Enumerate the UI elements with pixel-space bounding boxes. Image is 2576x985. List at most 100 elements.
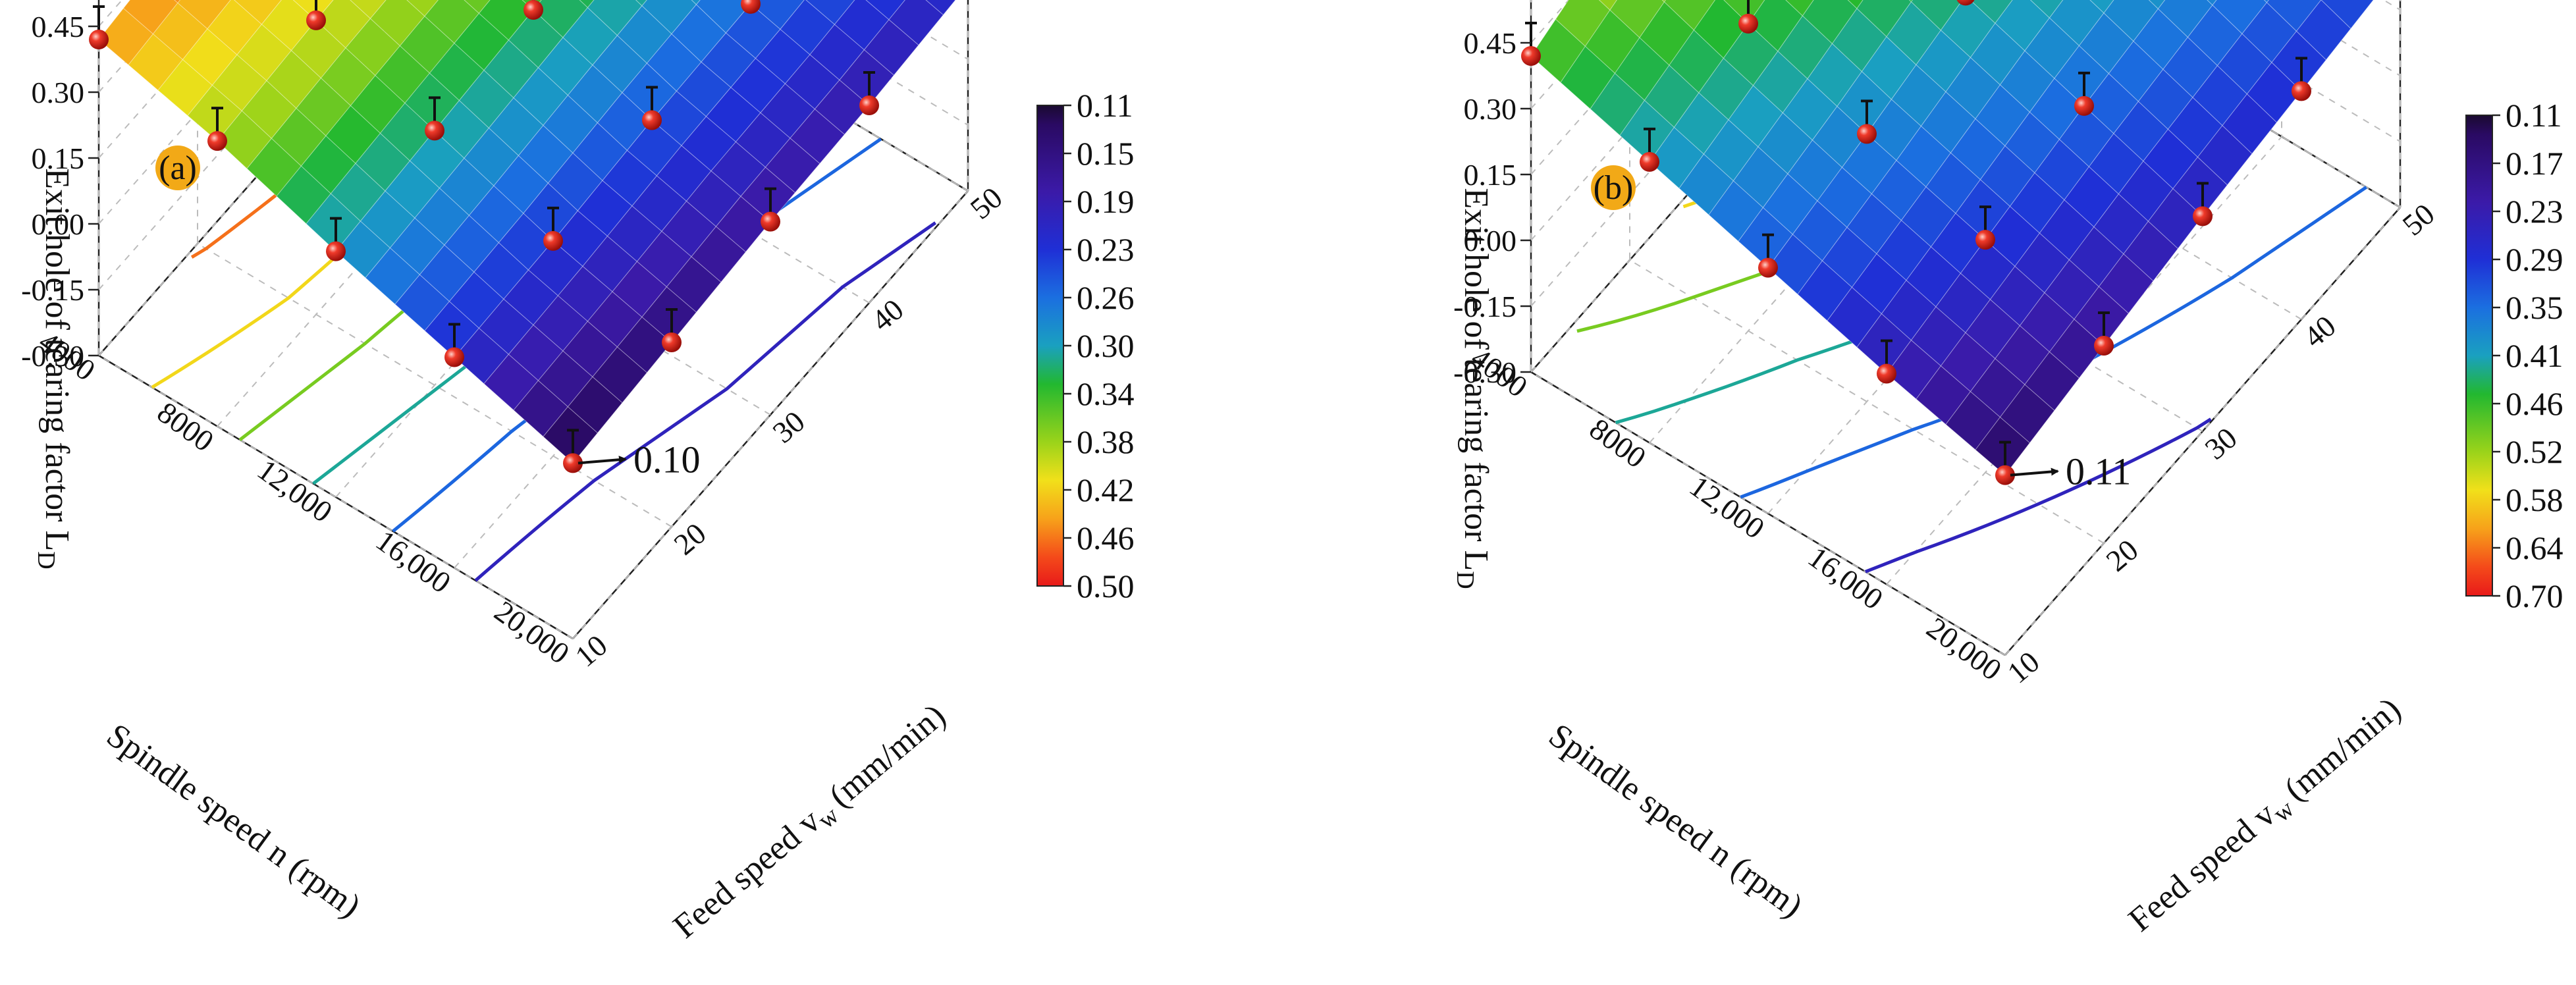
x-tick-label: 8000 (151, 395, 220, 458)
z-ticks-b: 0.750.600.450.300.150.00-0.15-0.30 (1453, 26, 1531, 389)
surface-cell (888, 0, 944, 46)
panel-a: 0.750.600.450.300.150.00-0.15-0.30 40008… (21, 0, 1135, 949)
data-point (741, 0, 761, 14)
colorbar-tick-label: 0.46 (1077, 519, 1135, 556)
z-tick-label: -0.15 (1453, 290, 1516, 323)
floor-contour (1864, 417, 2212, 573)
z-tick-label: 0.30 (1464, 92, 1517, 126)
surface-cell (1847, 0, 1864, 9)
x-gridline (98, 0, 414, 356)
badge-circle-a (155, 146, 200, 190)
x-gridline (1530, 0, 1860, 373)
x-axis-label-a: Spindle speed n (rpm) (100, 716, 367, 925)
surface-cell (424, 0, 480, 44)
data-point (326, 241, 346, 261)
annotations-a: 0.500.10 (577, 438, 701, 481)
data-point (563, 453, 583, 473)
z-tick-label: 0.45 (32, 10, 85, 43)
annotation-label: 0.11 (2066, 450, 2131, 493)
colorbar-tick-label: 0.15 (1077, 135, 1135, 172)
surface-cell (1598, 0, 1617, 11)
z-tick-label: 0.15 (1464, 158, 1517, 192)
surface-cell (2321, 0, 2374, 30)
panel-badge-a: (a) (159, 149, 197, 187)
surface-cell (691, 0, 701, 5)
surface-cell (2089, 0, 2114, 14)
annotation-arrow (2010, 467, 2059, 477)
data-point (1738, 13, 1758, 34)
colorbar-tick-label: 0.11 (1077, 87, 1133, 124)
points-a (89, 0, 879, 473)
data-point (2292, 81, 2311, 101)
surface-cell (1748, 0, 1804, 52)
z-axis-label-a: Exit hole of tearing factor LD (32, 168, 76, 569)
badge-circle-b (1591, 165, 1636, 210)
colorbar-tick-label: 0.38 (1077, 423, 1135, 460)
colorbar-tick-label: 0.70 (2506, 577, 2563, 614)
data-point (543, 230, 563, 251)
y-axis-label-a: Feed speed vw(mm/min) (666, 697, 955, 949)
annotation-arrow (577, 456, 627, 465)
y-tick-label: 50 (2396, 197, 2441, 242)
data-point (2074, 95, 2094, 116)
data-point (207, 131, 227, 151)
surface-cell (464, 0, 491, 14)
z-tick-label: 0.00 (32, 207, 85, 241)
colorbar-tick-label: 0.64 (2506, 529, 2563, 566)
colorbar-tick-label: 0.26 (1077, 279, 1135, 316)
data-point (89, 30, 109, 49)
colorbar-tick-label: 0.34 (1077, 375, 1135, 412)
data-point (642, 110, 662, 130)
surface-cell (174, 0, 181, 4)
surface-cell (1995, 0, 2051, 51)
x-axis-label-b: Spindle speed n (rpm) (1542, 716, 1810, 925)
surface-cell (350, 0, 387, 19)
y-axis-label-b: Feed speed vw(mm/min) (2122, 690, 2411, 942)
x-gridline (217, 0, 595, 427)
surface-cell (1802, 0, 1858, 45)
surface-cell (579, 0, 595, 9)
floor-contour (474, 221, 937, 582)
colorbar-tick-label: 0.42 (1077, 471, 1135, 508)
data-point (1857, 124, 1877, 144)
surface-cell (2148, 0, 2166, 10)
colorbar-tick-label: 0.35 (2506, 289, 2563, 326)
colorbar-b: 0.11 0.17 0.23 0.29 0.35 0.41 0.46 0.52 0.58 0.64… (2465, 97, 2563, 614)
points-b (1521, 0, 2311, 485)
annotation-label: 0.10 (633, 438, 701, 481)
data-point (1975, 230, 1995, 250)
z-tick-label: -0.15 (21, 273, 84, 307)
data-point (1640, 151, 1659, 172)
colorbar-tick-label: 0.23 (2506, 193, 2563, 230)
colorbar-a: 0.11 0.15 0.19 0.23 0.26 0.30 0.34 0.38 0.42 0.46… (1036, 87, 1135, 604)
panel-badge-b: (b) (1594, 169, 1634, 207)
data-point (306, 10, 326, 30)
z-tick-label: -0.30 (21, 339, 84, 373)
y-tick-label: 50 (964, 180, 1009, 226)
data-point (444, 347, 464, 367)
colorbar-tick-label: 0.19 (1077, 183, 1135, 220)
surface-cell (406, 0, 439, 17)
colorbar-tick-label: 0.11 (2506, 97, 2562, 134)
colorbar-tick-label: 0.17 (2506, 145, 2563, 182)
z-tick-label: 0.45 (1464, 26, 1517, 60)
z-tick-label: 0.30 (32, 76, 85, 109)
surface-cell (1723, 0, 1765, 24)
surface-cell (1661, 0, 1667, 3)
surface-cell (805, 0, 855, 25)
surface-cell (2263, 0, 2270, 3)
colorbar-rect (2465, 115, 2493, 597)
surface-cell (1785, 0, 1814, 16)
surface-b (1530, 0, 2374, 476)
colorbar-tick-label: 0.29 (2506, 241, 2563, 278)
surface-a (98, 0, 956, 464)
annotations-b: 0.700.11 (2010, 450, 2131, 493)
surface-cell (2207, 0, 2217, 6)
colorbar-tick-label: 0.30 (1077, 327, 1135, 364)
data-point (2193, 206, 2213, 226)
data-point (1877, 363, 1896, 384)
data-point (859, 95, 879, 115)
surface-cell (478, 0, 534, 41)
colorbar-tick-label: 0.41 (2506, 337, 2563, 374)
